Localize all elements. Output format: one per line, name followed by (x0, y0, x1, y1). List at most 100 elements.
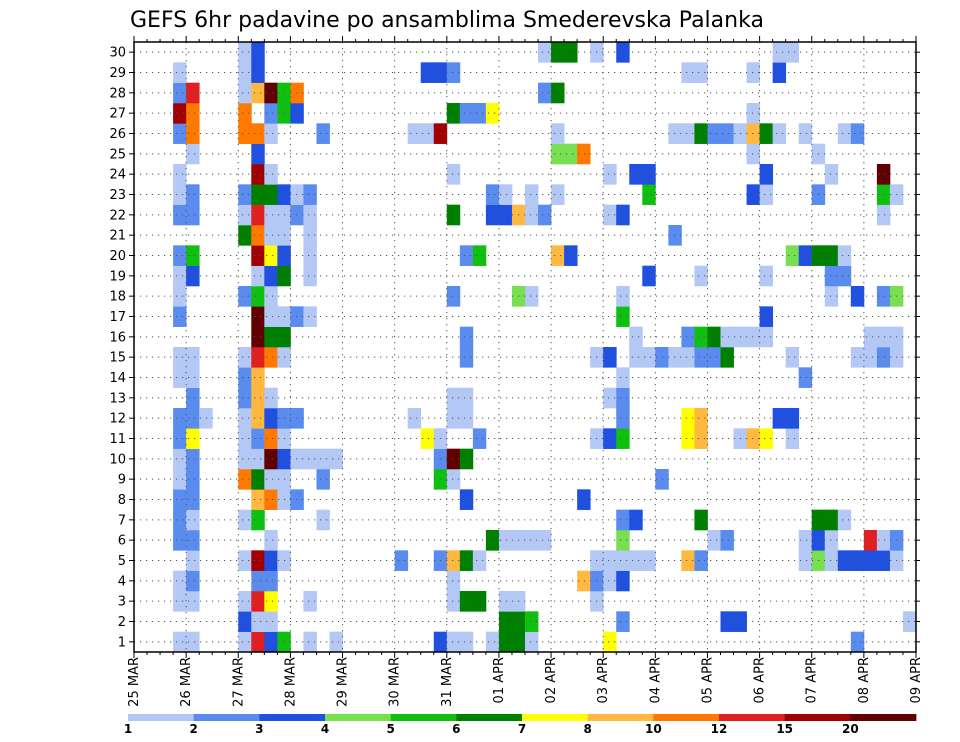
heatmap-cell (173, 82, 187, 104)
heatmap-cell (173, 570, 187, 592)
heatmap-cell (824, 286, 839, 307)
y-tick-label: 10 (109, 452, 126, 467)
heatmap-cell (785, 42, 800, 63)
heatmap-cell (746, 326, 760, 348)
heatmap-cell (251, 123, 265, 144)
heatmap-cell (264, 387, 278, 409)
heatmap-cell (642, 164, 656, 185)
heatmap-cell (772, 42, 787, 63)
heatmap-cell (694, 428, 708, 449)
heatmap-cell (446, 387, 461, 409)
heatmap-cell (303, 448, 317, 470)
heatmap-cell (876, 326, 891, 348)
heatmap-cell (420, 62, 435, 83)
heatmap-cell (446, 286, 461, 307)
heatmap-cell (459, 631, 474, 653)
heatmap-cell (720, 123, 734, 144)
heatmap-cell (264, 631, 278, 653)
heatmap-cell (759, 428, 774, 449)
heatmap-cell (251, 62, 265, 83)
heatmap-cell (186, 591, 200, 612)
legend-label: 10 (645, 722, 662, 736)
heatmap-cell (407, 123, 422, 144)
heatmap-cell (772, 62, 787, 83)
heatmap-cell (238, 387, 252, 409)
heatmap-cell (238, 225, 252, 246)
x-tick-label: 31 MAR (440, 657, 455, 707)
y-tick-label: 11 (109, 432, 126, 447)
heatmap-cell (264, 204, 278, 226)
heatmap-cell (551, 245, 565, 266)
heatmap-cell (616, 530, 630, 551)
heatmap-cell (681, 408, 695, 429)
heatmap-cell (459, 347, 474, 368)
x-tick-label: 09 APR (909, 657, 924, 703)
x-tick-label: 08 APR (857, 657, 872, 703)
heatmap-cell (616, 306, 630, 327)
heatmap-cell (603, 631, 617, 653)
heatmap-cell (264, 550, 278, 571)
heatmap-cell (446, 469, 461, 490)
heatmap-cell (446, 103, 461, 124)
heatmap-cell (694, 123, 708, 144)
heatmap-cell (798, 123, 813, 144)
heatmap-cell (694, 265, 708, 287)
heatmap-cell (850, 631, 865, 653)
heatmap-cell (577, 570, 591, 592)
heatmap-cell (251, 469, 265, 490)
heatmap-cell (759, 306, 774, 327)
heatmap-cell (707, 347, 721, 368)
heatmap-cell (616, 367, 630, 388)
heatmap-cell (785, 245, 800, 266)
heatmap-cell (759, 184, 774, 205)
heatmap-cell (186, 550, 200, 571)
heatmap-cell (603, 570, 617, 592)
heatmap-cell (264, 469, 278, 490)
heatmap-cell (498, 611, 513, 632)
heatmap-cell (173, 123, 187, 144)
heatmap-cell (876, 530, 891, 551)
legend-swatch (390, 714, 457, 721)
heatmap-cell (173, 489, 187, 510)
heatmap-cell (459, 408, 474, 429)
x-axis-ticks: 25 MAR 26 MAR 27 MAR 28 MAR 29 MAR 30 MAR 31 M… (127, 36, 924, 707)
heatmap-cell (264, 347, 278, 368)
heatmap-cell (238, 286, 252, 307)
heatmap-cell (303, 184, 317, 205)
heatmap-cell (303, 204, 317, 226)
heatmap-cell (525, 611, 539, 632)
y-tick-label: 28 (109, 86, 126, 101)
x-tick-label: 03 APR (596, 657, 611, 703)
legend-label: 15 (776, 722, 793, 736)
x-tick-label: 26 MAR (179, 657, 194, 707)
heatmap-cell (551, 82, 565, 104)
heatmap-cell (173, 62, 187, 83)
heatmap-cell (603, 550, 617, 571)
heatmap-cell (577, 489, 591, 510)
heatmap-cell (876, 204, 891, 226)
y-tick-label: 21 (109, 229, 126, 244)
heatmap-cell (616, 42, 630, 63)
heatmap-cell (564, 42, 578, 63)
heatmap-cell (199, 408, 213, 429)
heatmap-cell (564, 143, 578, 165)
heatmap-cell (186, 103, 200, 124)
heatmap-cell (303, 306, 317, 327)
heatmap-cell (642, 265, 656, 287)
heatmap-cell (251, 265, 265, 287)
heatmap-cell (186, 265, 200, 287)
heatmap-cell (642, 184, 656, 205)
heatmap-cell (173, 469, 187, 490)
y-tick-label: 23 (109, 188, 126, 203)
heatmap-cell (186, 367, 200, 388)
heatmap-cell (485, 631, 500, 653)
heatmap-cell (173, 184, 187, 205)
heatmap-cell (525, 631, 539, 653)
heatmap-cell (173, 448, 187, 470)
heatmap-cell (616, 204, 630, 226)
heatmap-cell (173, 509, 187, 531)
heatmap-cell (551, 42, 565, 63)
heatmap-cell (446, 448, 461, 470)
heatmap-cell (485, 204, 500, 226)
